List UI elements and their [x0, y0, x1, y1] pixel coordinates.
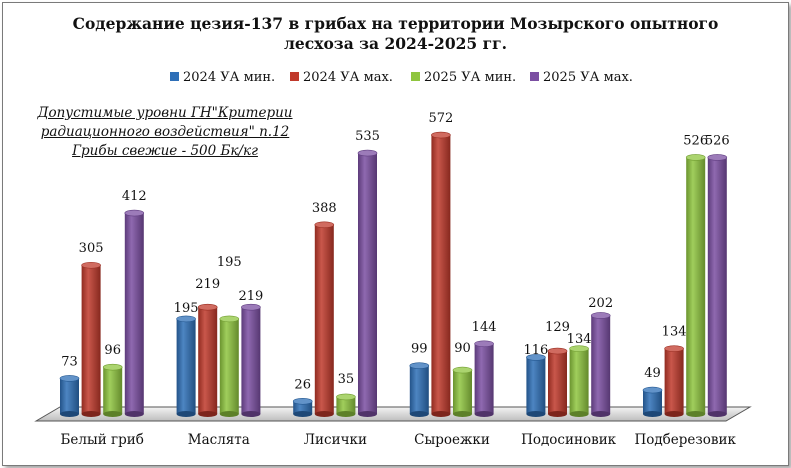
- legend-swatch: [170, 72, 179, 81]
- bar-4-0: [526, 354, 546, 417]
- bar-0-2: [102, 363, 123, 417]
- category-label: Подосиновик: [521, 432, 617, 448]
- bar-4-1: [547, 347, 568, 417]
- legend-label: 2024 УА мин.: [183, 70, 276, 85]
- data-label: 195: [174, 301, 199, 316]
- legend-label: 2024 УА мах.: [303, 70, 393, 85]
- category-label: Сыроежки: [414, 432, 490, 448]
- bar-0-3: [124, 209, 145, 417]
- bar-5-3: [707, 154, 728, 417]
- bar-1-3: [241, 303, 261, 417]
- bar-2-2: [336, 393, 356, 417]
- legend-item-2025-min: 2025 УА мин.: [411, 70, 516, 85]
- bar-3-0: [409, 362, 430, 417]
- data-label: 73: [61, 354, 78, 369]
- data-labels-layer: 7330596412195219195219263883553599572901…: [61, 111, 729, 392]
- data-label: 412: [122, 189, 147, 204]
- data-label: 526: [683, 133, 708, 148]
- data-label: 219: [238, 289, 263, 304]
- data-label: 526: [705, 133, 730, 148]
- bar-0-1: [81, 261, 101, 417]
- data-label: 35: [338, 372, 355, 387]
- chart-title: Содержание цезия-137 в грибах на террито…: [0, 14, 791, 54]
- bar-3-1: [431, 131, 451, 417]
- data-label: 195: [217, 255, 242, 270]
- data-label: 219: [195, 277, 220, 292]
- bar-5-1: [664, 345, 684, 417]
- bar-2-1: [314, 221, 335, 417]
- data-label: 388: [312, 201, 337, 216]
- bar-5-0: [642, 386, 663, 417]
- data-label: 96: [104, 343, 121, 358]
- category-label: Белый гриб: [61, 432, 144, 448]
- chart-title-line-1: Содержание цезия-137 в грибах на террито…: [72, 14, 719, 33]
- legend-item-2024-max: 2024 УА мах.: [290, 70, 393, 85]
- data-label: 134: [567, 332, 592, 347]
- bar-4-3: [590, 312, 611, 417]
- data-label: 129: [545, 320, 570, 335]
- data-label: 116: [523, 343, 548, 358]
- bar-2-0: [292, 398, 313, 417]
- data-label: 572: [428, 111, 453, 126]
- bar-5-2: [685, 154, 706, 417]
- category-label: Лисички: [304, 432, 367, 448]
- chart-legend: 2024 УА мин. 2024 УА мах. 2025 УА мин. 2…: [160, 70, 660, 88]
- bar-1-0: [176, 315, 196, 417]
- bar-1-1: [197, 303, 218, 417]
- annotation-line-3: Грибы свежие - 500 Бк/кг: [72, 143, 258, 159]
- annotation-line-2: радиационного воздействия" п.12: [40, 124, 290, 140]
- bar-3-2: [452, 366, 473, 417]
- category-label: Подберезовик: [634, 432, 736, 448]
- category-labels-layer: Белый гриб Маслята Лисички Сыроежки Подосино…: [61, 432, 737, 448]
- bar-2-3: [357, 149, 378, 417]
- bar-0-0: [59, 375, 80, 417]
- data-label: 99: [411, 342, 428, 357]
- category-label: Маслята: [188, 432, 250, 448]
- bar-1-2: [219, 315, 240, 417]
- annotation-line-1: Допустимые уровни ГН"Критерии: [37, 105, 293, 121]
- limit-annotation: Допустимые уровни ГН"Критерии радиационн…: [20, 104, 310, 161]
- legend-swatch: [290, 72, 299, 81]
- bar-4-2: [569, 345, 589, 417]
- data-label: 305: [79, 241, 104, 256]
- legend-label: 2025 УА мах.: [543, 70, 633, 85]
- data-label: 49: [644, 366, 661, 381]
- data-label: 202: [588, 296, 613, 311]
- legend-label: 2025 УА мин.: [424, 70, 517, 85]
- data-label: 90: [454, 341, 471, 356]
- bar-3-3: [474, 340, 494, 417]
- legend-item-2025-max: 2025 УА мах.: [530, 70, 633, 85]
- data-label: 26: [294, 377, 311, 392]
- data-label: 134: [662, 325, 687, 340]
- legend-swatch: [411, 72, 420, 81]
- legend-swatch: [530, 72, 539, 81]
- bars-layer: [59, 131, 728, 417]
- data-label: 535: [355, 129, 380, 144]
- chart-title-line-2: лесхоза за 2024-2025 гг.: [284, 34, 507, 53]
- legend-item-2024-min: 2024 УА мин.: [170, 70, 275, 85]
- data-label: 144: [472, 320, 497, 335]
